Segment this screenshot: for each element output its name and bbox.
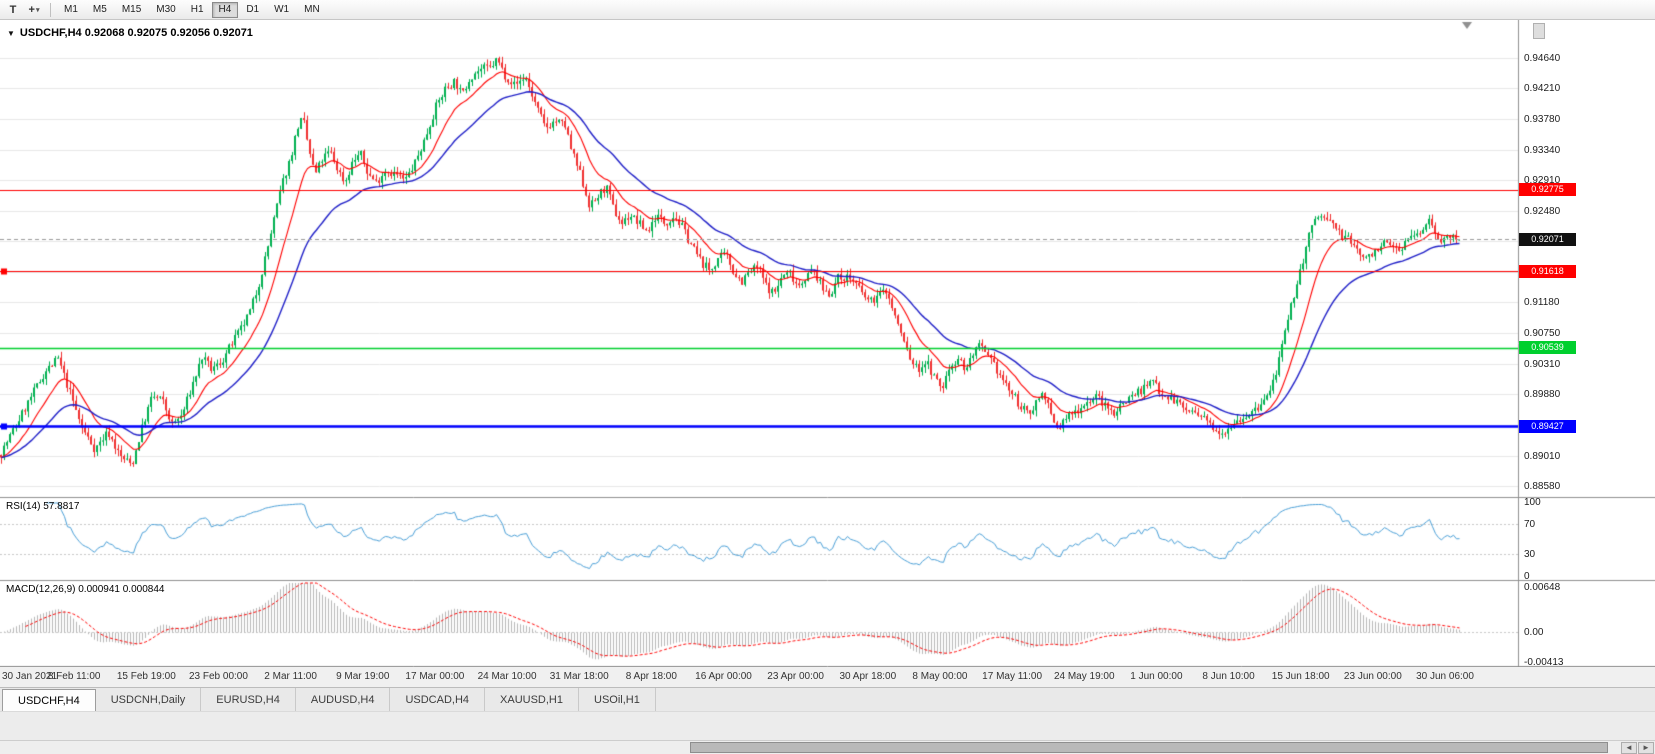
price-line-badge: 0.92775 — [1519, 183, 1576, 197]
price-axis-label: 0.91180 — [1524, 297, 1560, 309]
price-line-badge: 0.90539 — [1519, 341, 1576, 355]
price-axis-label: 0.94210 — [1524, 83, 1561, 95]
time-axis-label: 8 Feb 11:00 — [47, 671, 101, 682]
price-axis-label: 0.88580 — [1524, 481, 1561, 492]
tab-usoil-h1[interactable]: USOil,H1 — [579, 688, 656, 711]
time-axis-label: 8 May 00:00 — [912, 671, 968, 682]
time-axis-label: 8 Apr 18:00 — [625, 671, 677, 682]
price-axis-label: 0.92910 — [1524, 175, 1561, 187]
time-axis[interactable]: 30 Jan 2021 8 Feb 11:00 15 Feb 19:00 23 Feb… — [0, 667, 1655, 687]
time-axis-label: 1 Jun 00:00 — [1130, 671, 1183, 682]
time-axis-label: 2 Mar 11:00 — [264, 671, 317, 682]
chart-overlay: ▼ USDCHF,H4 0.92068 0.92075 0.92056 0.92… — [0, 20, 1655, 668]
time-axis-label: 17 May 11:00 — [982, 671, 1043, 682]
price-axis-label: 0.89880 — [1524, 389, 1561, 401]
time-axis-label: 24 Mar 10:00 — [477, 671, 537, 682]
timeframe-buttons: M1 M5 M15 M30 H1 H4 D1 W1 MN — [57, 1, 327, 18]
tab-xauusd-h1[interactable]: XAUUSD,H1 — [485, 688, 579, 711]
scale-scroll-button[interactable] — [1533, 23, 1545, 39]
time-axis-label: 16 Apr 00:00 — [695, 671, 752, 682]
rsi-axis-label: 100 — [1524, 497, 1541, 508]
time-axis-label: 31 Mar 18:00 — [549, 671, 609, 682]
timeframe-button-w1[interactable]: W1 — [267, 2, 296, 18]
cursor-tool-button[interactable]: + ▾ — [24, 1, 44, 18]
timeframe-button-m30[interactable]: M30 — [149, 2, 182, 18]
macd-axis-label: 0.00 — [1524, 627, 1544, 639]
chart-area: ▼ USDCHF,H4 0.92068 0.92075 0.92056 0.92… — [0, 20, 1655, 668]
scroll-right-button[interactable]: ► — [1638, 742, 1654, 754]
symbol-dropdown-icon[interactable]: ▼ — [7, 28, 15, 38]
price-axis-label: 0.89010 — [1524, 450, 1561, 462]
chevron-down-icon: ▾ — [35, 6, 40, 14]
price-axis-label: 0.90310 — [1524, 358, 1561, 370]
tab-eurusd-h4[interactable]: EURUSD,H4 — [201, 688, 296, 711]
timeframe-button-m1[interactable]: M1 — [57, 2, 85, 18]
tab-usdcnh-daily[interactable]: USDCNH,Daily — [96, 688, 202, 711]
price-axis-label: 0.93340 — [1524, 144, 1561, 156]
rsi-axis-label: 70 — [1524, 519, 1536, 531]
timeframe-button-h4[interactable]: H4 — [211, 1, 239, 18]
macd-axis-label: -0.00413 — [1524, 656, 1564, 668]
rsi-label: RSI(14) 57.8817 — [6, 501, 80, 512]
toolbar-separator — [50, 2, 51, 17]
status-bar — [0, 711, 1655, 740]
rsi-axis-label: 0 — [1524, 571, 1530, 582]
timeframe-button-m5[interactable]: M5 — [86, 2, 114, 18]
macd-axis-label: 0.00648 — [1524, 581, 1561, 593]
time-axis-label: 23 Apr 00:00 — [767, 671, 824, 682]
time-axis-label: 15 Feb 19:00 — [116, 671, 176, 682]
timeframe-button-m15[interactable]: M15 — [115, 2, 148, 18]
top-toolbar: T + ▾ M1 M5 M15 M30 H1 H4 D1 W1 MN — [0, 0, 1655, 20]
time-axis-label: 24 May 19:00 — [1053, 671, 1115, 682]
scrollbar-thumb[interactable] — [690, 742, 1608, 753]
price-axis-label: 0.90750 — [1524, 327, 1561, 339]
scroll-left-button[interactable]: ◄ — [1621, 742, 1637, 754]
chart-title: ▼ USDCHF,H4 0.92068 0.92075 0.92056 0.92… — [7, 27, 253, 39]
timeframe-button-d1[interactable]: D1 — [239, 2, 266, 18]
current-price-badge: 0.92071 — [1519, 232, 1576, 246]
price-axis-label: 0.93780 — [1524, 113, 1561, 125]
tab-usdcad-h4[interactable]: USDCAD,H4 — [390, 688, 486, 711]
time-axis-label: 15 Jun 18:00 — [1271, 671, 1330, 682]
price-line-badge: 0.91618 — [1519, 264, 1576, 278]
crosshair-icon: + — [28, 3, 35, 16]
horizontal-scrollbar[interactable]: ◄ ► — [0, 740, 1655, 754]
time-axis-label: 30 Apr 18:00 — [839, 671, 897, 682]
timeframe-button-h1[interactable]: H1 — [184, 2, 211, 18]
time-axis-label: 17 Mar 00:00 — [405, 671, 465, 682]
time-axis-label: 23 Jun 00:00 — [1343, 671, 1402, 682]
price-axis-label: 0.94640 — [1524, 53, 1561, 64]
price-chart-canvas[interactable] — [0, 20, 1655, 667]
chart-tab-bar: USDCHF,H4 USDCNH,Daily EURUSD,H4 AUDUSD,H4 U… — [0, 687, 1655, 711]
text-tool-button[interactable]: T — [3, 1, 23, 18]
price-axis-label: 0.92480 — [1524, 205, 1561, 217]
tab-audusd-h4[interactable]: AUDUSD,H4 — [296, 688, 391, 711]
macd-label: MACD(12,26,9) 0.000941 0.000844 — [6, 584, 165, 595]
time-axis-label: 30 Jun 06:00 — [1416, 671, 1474, 682]
chart-title-text: USDCHF,H4 0.92068 0.92075 0.92056 0.9207… — [19, 27, 253, 39]
rsi-axis-label: 30 — [1524, 548, 1536, 560]
time-axis-label: 30 Jan 2021 — [2, 671, 58, 682]
time-axis-label: 23 Feb 00:00 — [188, 671, 248, 682]
time-axis-label: 9 Mar 19:00 — [336, 671, 390, 682]
tab-usdchf-h4[interactable]: USDCHF,H4 — [2, 689, 96, 711]
price-line-badge: 0.89427 — [1519, 419, 1576, 433]
time-axis-label: 8 Jun 10:00 — [1202, 671, 1255, 682]
timeframe-button-mn[interactable]: MN — [297, 2, 327, 18]
